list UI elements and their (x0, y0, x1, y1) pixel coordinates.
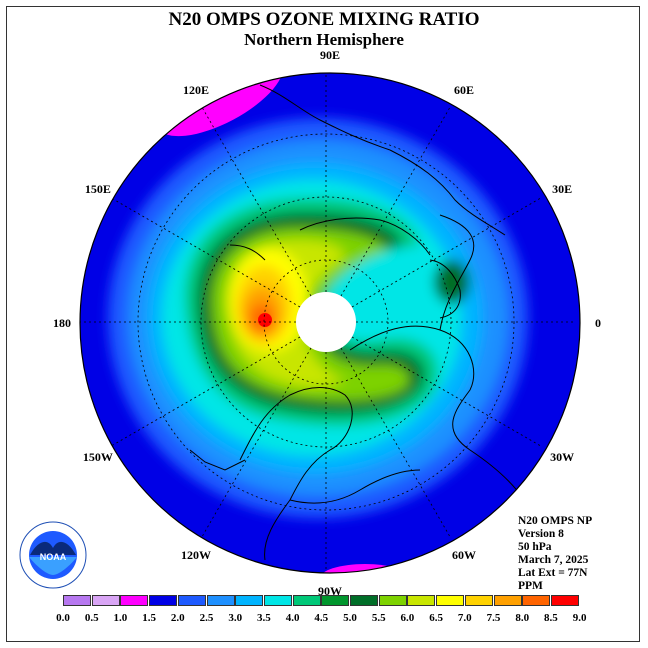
legend-tick-label: 5.5 (371, 612, 386, 624)
legend-tick-label: 5.0 (343, 612, 357, 624)
meridian-line (109, 336, 301, 448)
info-lat-ext: Lat Ext = 77N (518, 567, 588, 579)
legend-swatch (407, 595, 436, 606)
legend-tick-label: 8.5 (544, 612, 558, 624)
meridian-line (200, 347, 312, 539)
meridian-line (200, 105, 312, 297)
legend-tick-label: 9.0 (572, 612, 587, 624)
field-band-8p5 (258, 313, 272, 327)
legend-tick-label: 3.5 (257, 612, 271, 624)
legend-tick-label: 8.0 (515, 612, 530, 624)
longitude-label: 30E (552, 181, 573, 196)
meridian-line (351, 336, 543, 448)
longitude-label: 180 (53, 315, 71, 330)
info-version: Version 8 (518, 528, 564, 540)
info-block: N20 OMPS NP Version 8 50 hPa March 7, 20… (518, 515, 592, 593)
legend-swatch (63, 595, 91, 606)
field-patch-east (434, 260, 470, 304)
legend-tick-label: 4.5 (314, 612, 329, 624)
meridian-line (351, 196, 543, 308)
longitude-label: 150W (82, 449, 113, 464)
legend-swatch (436, 595, 465, 606)
legend-swatch (235, 595, 264, 606)
legend-swatch (91, 595, 120, 606)
legend-tick-label: 3.0 (228, 612, 243, 624)
legend-swatch (321, 595, 350, 606)
longitude-label: 90W (318, 583, 342, 598)
coastlines (189, 84, 531, 561)
meridian-line (340, 105, 452, 297)
longitude-label: 30W (550, 449, 575, 464)
meridian-line (340, 347, 452, 539)
legend-tick-label: 6.5 (429, 612, 443, 624)
longitude-label: 120W (181, 547, 211, 562)
legend-swatch (263, 595, 292, 606)
longitude-label: 120E (183, 83, 210, 98)
legend-tick-label: 6.0 (400, 612, 415, 624)
legend-swatch (350, 595, 378, 606)
pole-mask (296, 292, 356, 352)
legend-tick-label: 2.0 (170, 612, 185, 624)
legend-swatch (149, 595, 178, 606)
legend-swatch (550, 595, 579, 606)
info-level: 50 hPa (518, 541, 552, 553)
longitude-label: 60E (454, 83, 475, 98)
longitude-label: 0 (595, 315, 601, 330)
legend-tick-label: 7.0 (457, 612, 472, 624)
legend-tick-label: 0.0 (56, 612, 70, 624)
noaa-logo-text: NOAA (40, 552, 67, 562)
map-boundary (79, 72, 581, 574)
longitude-label: 150E (84, 181, 111, 196)
ozone-field (80, 73, 580, 573)
legend-tick-label: 1.0 (113, 612, 128, 624)
legend-swatch (206, 595, 235, 606)
legend-tick-label: 2.5 (199, 612, 214, 624)
graticule (80, 73, 576, 572)
legend-tick-label: 1.5 (142, 612, 156, 624)
info-date: March 7, 2025 (518, 554, 589, 566)
legend-swatch (177, 595, 206, 606)
legend-swatch (292, 595, 321, 606)
info-units: PPM (518, 580, 543, 592)
legend-swatch (464, 595, 493, 606)
longitude-label: 60W (452, 547, 476, 562)
chart-subtitle: Northern Hemisphere (244, 30, 404, 49)
legend-swatch (378, 595, 407, 606)
longitude-label: 90E (320, 47, 341, 62)
legend-tick-label: 4.0 (285, 612, 300, 624)
legend-tick-label: 7.5 (486, 612, 501, 624)
noaa-logo: NOAA (18, 520, 88, 590)
meridian-line (109, 196, 301, 308)
chart-title: N20 OMPS OZONE MIXING RATIO (168, 9, 480, 30)
legend-swatch (120, 595, 149, 606)
legend-tick-label: 0.5 (84, 612, 99, 624)
legend-swatch (522, 595, 551, 606)
legend-swatch (493, 595, 522, 606)
info-product: N20 OMPS NP (518, 515, 593, 527)
